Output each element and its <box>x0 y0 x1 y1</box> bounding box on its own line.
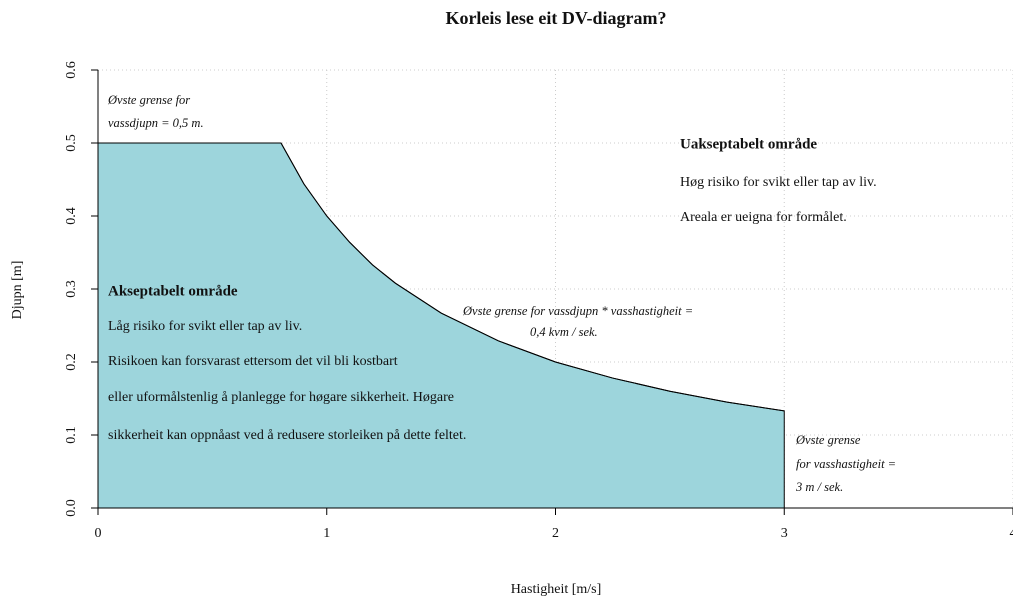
x-axis-label: Hastigheit [m/s] <box>511 582 602 597</box>
y-tick-label: 0.2 <box>64 353 79 371</box>
x-tick-label: 0 <box>95 526 102 541</box>
annotation: 3 m / sek. <box>795 480 843 494</box>
area-line <box>98 142 785 412</box>
annotation: Akseptabelt område <box>108 283 238 299</box>
annotation: Øvste grense for vassdjupn * vasshastigh… <box>462 304 693 318</box>
annotation: Uakseptabelt område <box>680 136 817 152</box>
annotation: 0,4 kvm / sek. <box>530 325 598 339</box>
y-axis-label: Djupn [m] <box>10 261 25 320</box>
y-tick-label: 0.4 <box>64 207 79 225</box>
x-tick-label: 3 <box>781 526 788 541</box>
y-tick-label: 0.5 <box>64 134 79 152</box>
annotation: Risikoen kan forsvarast ettersom det vil… <box>108 354 398 369</box>
annotation: Øvste grense for <box>107 93 190 107</box>
annotation: Høg risiko for svikt eller tap av liv. <box>680 175 877 190</box>
y-tick-label: 0.1 <box>64 426 79 444</box>
x-tick-label: 1 <box>323 526 330 541</box>
annotation: Øvste grense <box>795 433 861 447</box>
annotation: eller uformålstenlig å planlegge for høg… <box>108 390 454 405</box>
x-tick-label: 4 <box>1010 526 1013 541</box>
x-tick-label: 2 <box>552 526 559 541</box>
chart-title: Korleis lese eit DV-diagram? <box>445 8 666 28</box>
y-tick-label: 0.0 <box>64 499 79 517</box>
annotation: for vasshastigheit = <box>796 457 896 471</box>
annotation: vassdjupn = 0,5 m. <box>108 116 204 130</box>
y-tick-label: 0.3 <box>64 280 79 298</box>
annotation: sikkerheit kan oppnåast ved å redusere s… <box>108 428 466 443</box>
annotation: Areala er ueigna for formålet. <box>680 210 847 225</box>
annotation: Låg risiko for svikt eller tap av liv. <box>108 319 302 334</box>
y-tick-label: 0.6 <box>64 61 79 79</box>
